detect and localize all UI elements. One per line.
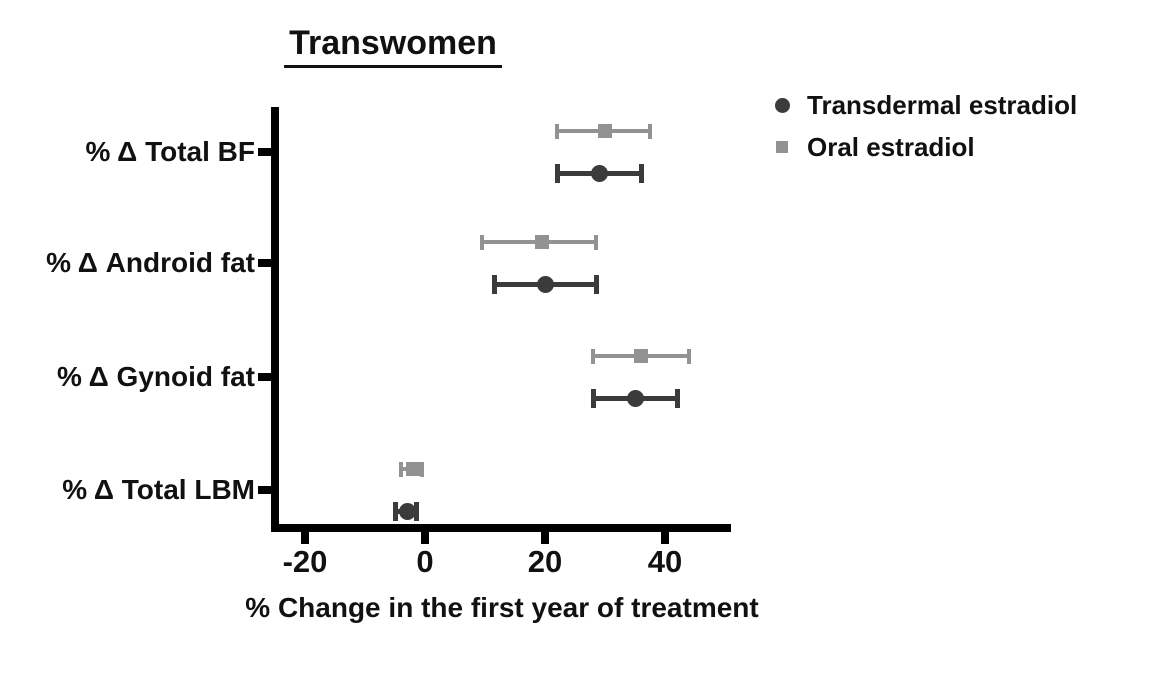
x-tick <box>661 532 669 544</box>
error-bar-cap <box>420 461 424 477</box>
error-bar-cap <box>674 388 680 408</box>
error-bar-cap <box>687 348 691 364</box>
category-label: % Δ Gynoid fat <box>57 361 255 392</box>
error-bar-cap <box>590 388 596 408</box>
chart-title: Transwomen <box>284 24 502 68</box>
x-tick <box>541 532 549 544</box>
category-label: % Δ Total LBM <box>62 474 255 505</box>
error-bar-cap <box>638 163 644 183</box>
error-bar-cap <box>554 163 560 183</box>
legend-marker-square <box>776 141 788 153</box>
y-tick <box>258 373 271 381</box>
category-label: % Δ Android fat <box>46 247 255 278</box>
legend-item: Oral estradiol <box>775 130 1077 164</box>
error-bar-cap <box>593 274 599 294</box>
error-bar-cap <box>480 234 484 250</box>
legend-label: Oral estradiol <box>807 131 975 162</box>
error-bar-cap <box>491 274 497 294</box>
x-tick <box>421 532 429 544</box>
legend-label: Transdermal estradiol <box>807 89 1078 120</box>
legend: Transdermal estradiol Oral estradiol <box>775 88 1077 164</box>
legend-marker-circle <box>775 97 790 113</box>
x-axis-title: % Change in the first year of treatment <box>245 592 759 623</box>
marker-square <box>598 124 612 138</box>
marker-square <box>406 462 420 476</box>
y-tick <box>258 259 271 267</box>
y-tick <box>258 486 271 494</box>
category-label: % Δ Total BF <box>85 136 255 167</box>
marker-square <box>634 349 648 363</box>
marker-circle <box>536 275 554 293</box>
y-tick <box>258 148 271 156</box>
error-bar-cap <box>648 123 652 139</box>
x-tick-label: 0 <box>416 544 434 579</box>
legend-item: Transdermal estradiol <box>775 88 1077 122</box>
error-bar-cap <box>413 501 419 521</box>
marker-circle <box>590 164 608 182</box>
marker-circle <box>398 502 416 520</box>
x-tick-label: 40 <box>647 544 683 579</box>
error-bar-cap <box>555 123 559 139</box>
marker-square <box>535 235 549 249</box>
x-tick-label: -20 <box>282 544 328 579</box>
error-bar-cap <box>591 348 595 364</box>
x-tick-label: 20 <box>527 544 563 579</box>
x-axis-spine <box>271 524 731 532</box>
error-bar-cap <box>392 501 398 521</box>
error-bar-cap <box>399 461 403 477</box>
x-tick <box>301 532 309 544</box>
error-bar-cap <box>594 234 598 250</box>
y-axis-spine <box>271 107 279 532</box>
marker-circle <box>626 389 644 407</box>
